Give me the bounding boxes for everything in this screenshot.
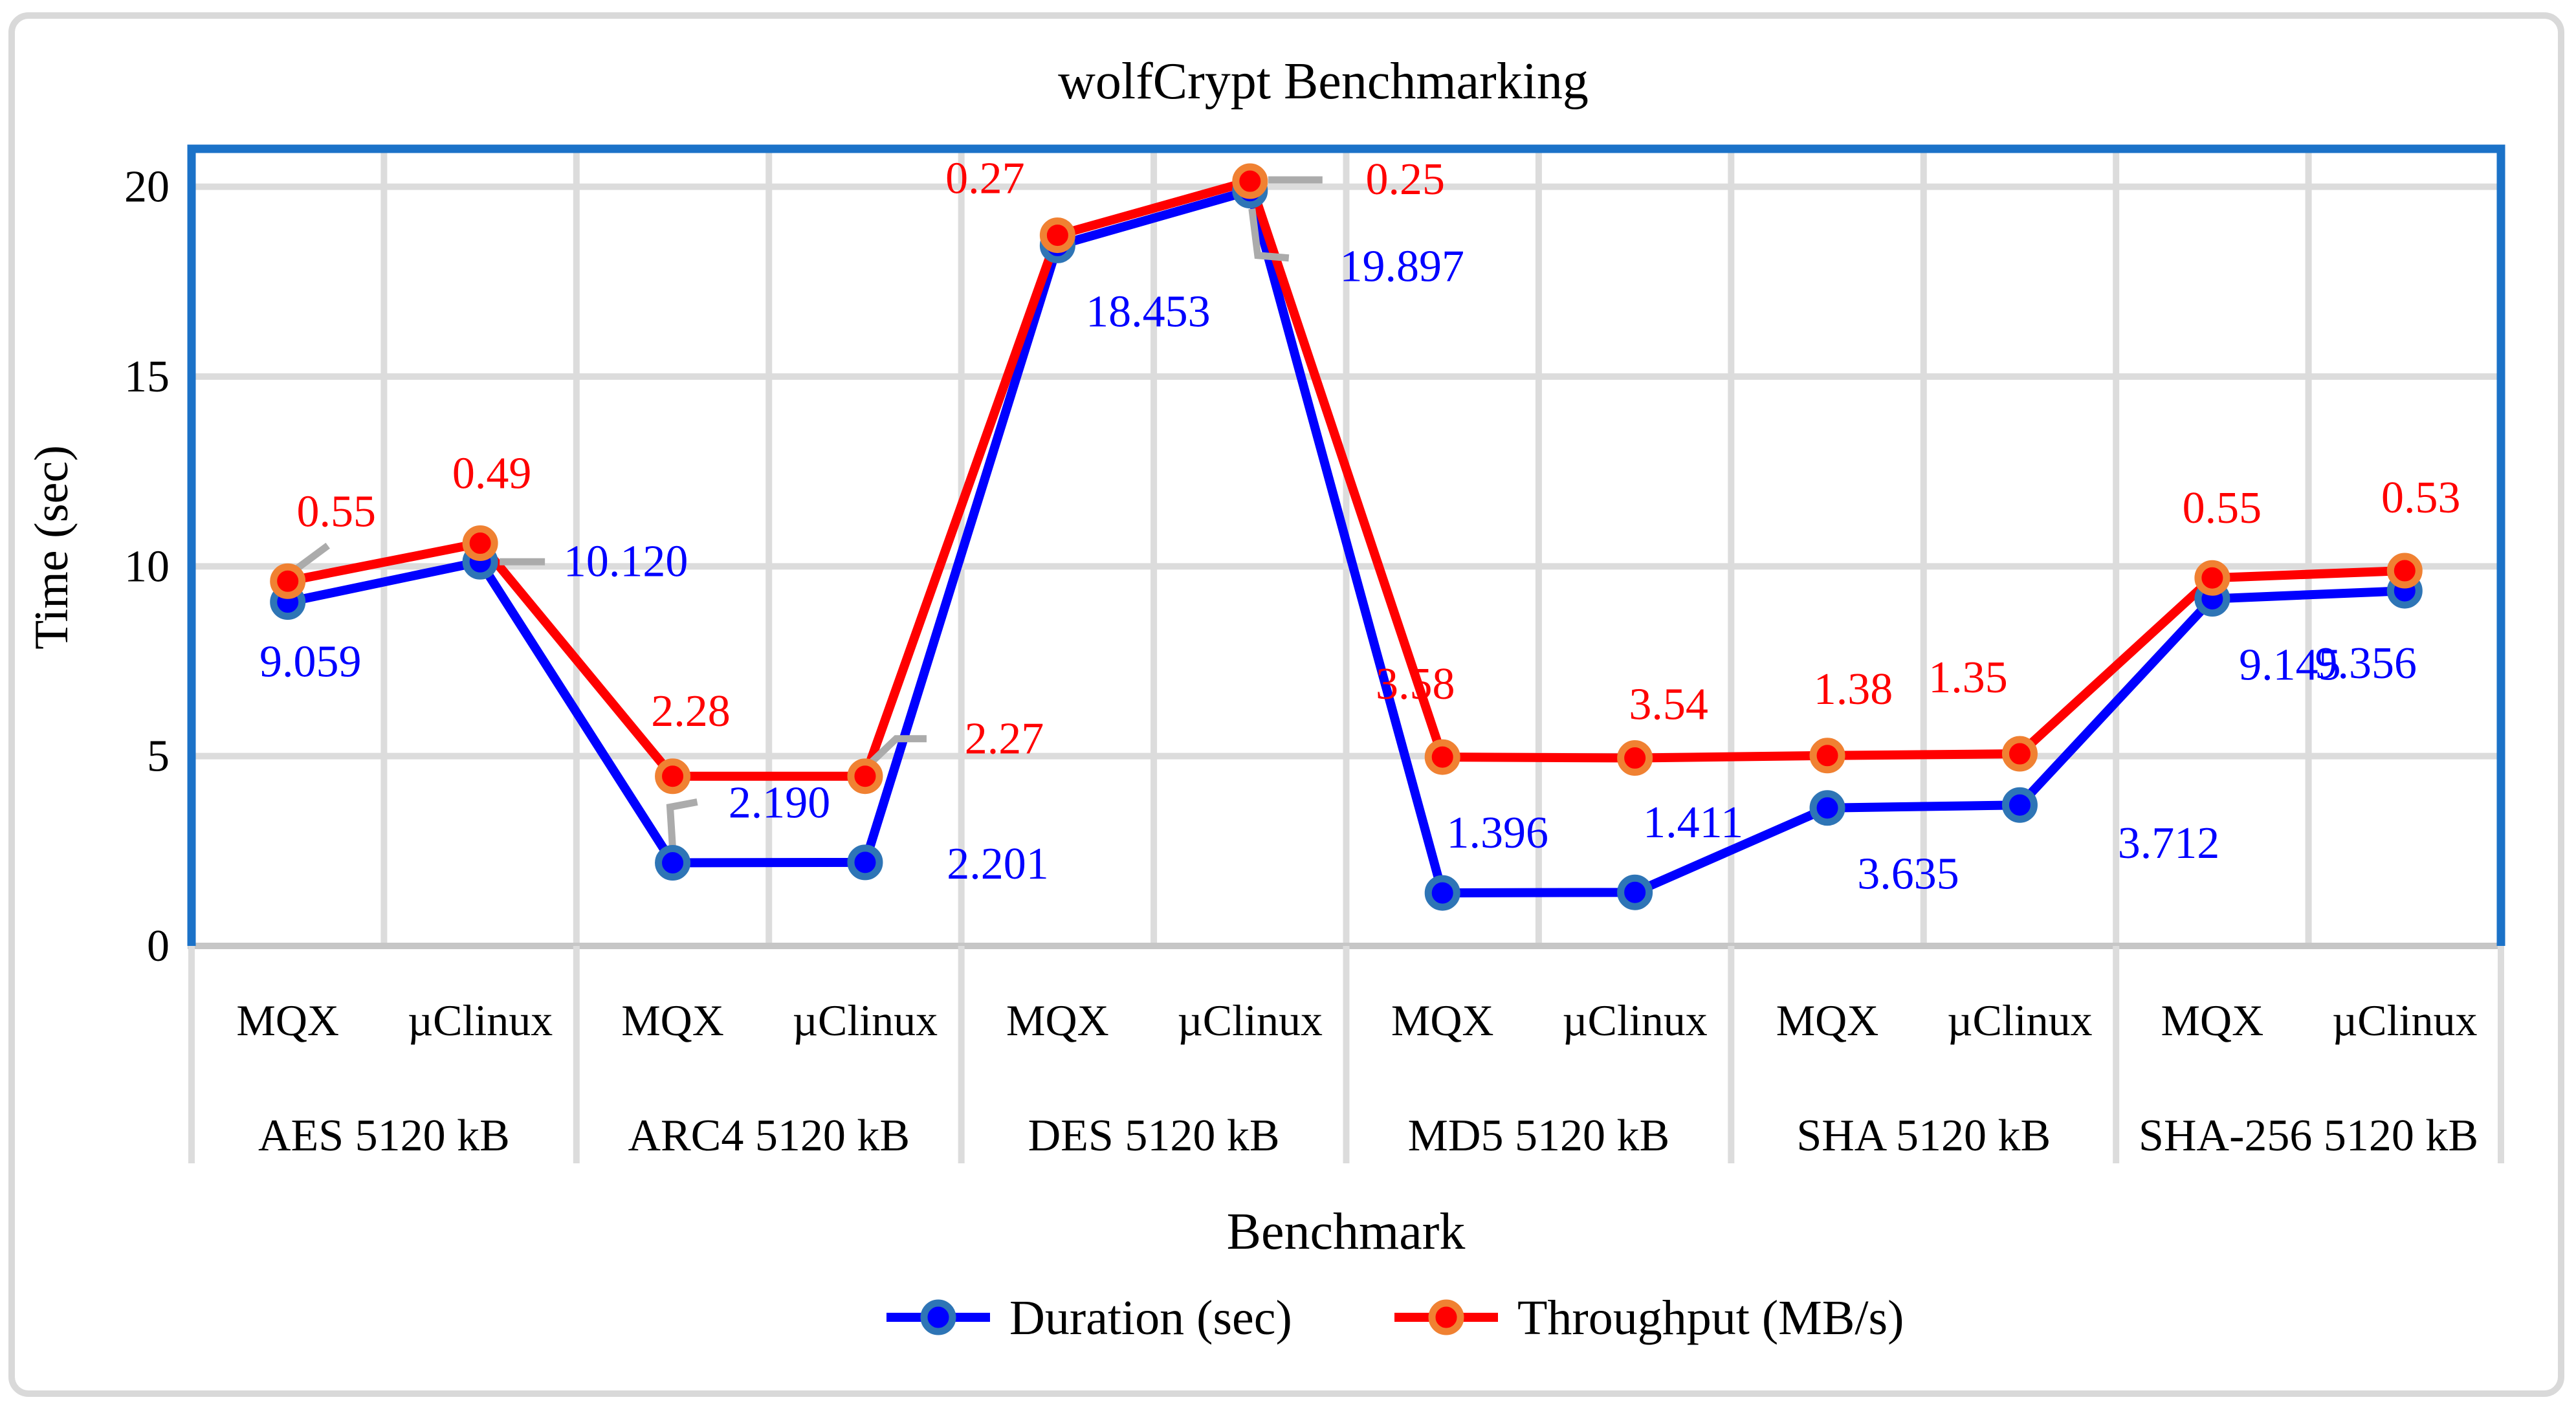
duration-series-line <box>287 186 2405 898</box>
duration-marker <box>1424 875 1460 911</box>
benchmark-group-label: AES 5120 kB <box>258 1111 510 1161</box>
figure-border <box>8 12 2564 1397</box>
duration-data-label: 9.145 <box>2239 640 2341 690</box>
throughput-data-label: 2.27 <box>965 714 1044 764</box>
duration-data-label: 18.453 <box>1086 287 1211 336</box>
benchmark-group-label: SHA 5120 kB <box>1796 1111 2051 1161</box>
throughput-marker <box>2001 736 2038 772</box>
duration-data-label: 2.201 <box>947 839 1049 889</box>
throughput-marker <box>847 758 883 795</box>
duration-data-label: 3.635 <box>1857 850 1959 899</box>
category-separators <box>188 946 2504 1163</box>
throughput-data-label: 0.55 <box>2183 483 2262 533</box>
duration-marker <box>1809 790 1845 826</box>
os-label: MQX <box>236 996 339 1045</box>
duration-data-label: 1.396 <box>1446 808 1548 858</box>
throughput-marker <box>1617 740 1653 776</box>
y-axis-title: Time (sec) <box>25 445 78 650</box>
throughput-marker <box>1039 217 1075 254</box>
y-tick-labels: 0 5 10 15 20 <box>124 162 170 971</box>
data-label-leader <box>666 798 698 849</box>
duration-data-label: 2.190 <box>729 778 831 828</box>
duration-marker <box>1617 874 1653 910</box>
y-tick-label: 15 <box>124 352 170 402</box>
legend-marker <box>1428 1299 1464 1335</box>
os-label: MQX <box>1006 996 1109 1045</box>
y-tick-label: 0 <box>147 921 170 971</box>
series-markers <box>270 163 2423 911</box>
duration-data-label: 9.059 <box>259 637 362 687</box>
plot-border <box>187 144 2505 946</box>
data-labels: 9.059 10.120 2.190 2.201 18.453 19.897 1.396 1.… <box>259 154 2461 899</box>
duration-data-label: 19.897 <box>1340 242 1465 292</box>
data-label-leader <box>1248 208 1290 262</box>
throughput-data-label: 3.58 <box>1376 659 1455 709</box>
duration-data-label: 10.120 <box>564 536 688 586</box>
throughput-data-label: 3.54 <box>1629 680 1708 730</box>
y-tick-label: 20 <box>124 162 170 212</box>
throughput-series-line <box>287 177 2405 781</box>
benchmark-group-label: DES 5120 kB <box>1028 1111 1280 1161</box>
duration-data-label: 3.712 <box>2118 818 2220 868</box>
os-label: µClinux <box>1947 996 2092 1045</box>
throughput-marker <box>1424 739 1460 775</box>
os-label: µClinux <box>408 996 553 1045</box>
chart-title: wolfCrypt Benchmarking <box>1058 53 1589 110</box>
legend-marker <box>920 1299 956 1335</box>
legend-item-throughput: Throughput (MB/s) <box>1394 1291 1904 1345</box>
data-label-leader <box>868 735 927 766</box>
os-label: µClinux <box>1562 996 1707 1045</box>
benchmark-group-label: SHA-256 5120 kB <box>2139 1111 2478 1161</box>
legend: Duration (sec) Throughput (MB/s) <box>886 1291 1904 1345</box>
gridlines <box>192 149 2501 946</box>
y-tick-label: 10 <box>124 542 170 591</box>
subcategory-labels: MQX µClinux MQX µClinux MQX µClinux MQX µClinux… <box>236 996 2477 1045</box>
throughput-data-label: 0.27 <box>945 154 1025 204</box>
throughput-data-label: 0.49 <box>452 449 532 499</box>
duration-data-label: 9.356 <box>2315 639 2417 688</box>
throughput-marker <box>270 563 306 599</box>
os-label: µClinux <box>793 996 938 1045</box>
legend-label: Duration (sec) <box>1009 1291 1292 1345</box>
throughput-data-label: 2.28 <box>651 686 731 736</box>
y-tick-label: 5 <box>147 732 170 782</box>
data-label-leader <box>293 542 330 573</box>
throughput-marker <box>1232 163 1268 199</box>
os-label: MQX <box>2161 996 2264 1045</box>
benchmark-group-label: ARC4 5120 kB <box>628 1111 910 1161</box>
os-label: MQX <box>1776 996 1879 1045</box>
label-leader-lines <box>293 176 1323 849</box>
throughput-data-label: 1.38 <box>1814 664 1893 714</box>
duration-marker <box>2001 787 2038 823</box>
legend-item-duration: Duration (sec) <box>886 1291 1292 1345</box>
throughput-marker <box>2386 553 2423 589</box>
duration-data-label: 1.411 <box>1643 798 1743 848</box>
throughput-marker <box>655 758 691 795</box>
throughput-data-label: 0.25 <box>1366 155 1446 204</box>
throughput-marker <box>462 525 498 562</box>
os-label: MQX <box>1391 996 1494 1045</box>
duration-marker <box>847 844 883 881</box>
benchmark-group-label: MD5 5120 kB <box>1408 1111 1669 1161</box>
throughput-data-label: 1.35 <box>1928 653 2008 703</box>
group-labels: AES 5120 kB ARC4 5120 kB DES 5120 kB MD5 51… <box>258 1111 2478 1161</box>
os-label: MQX <box>621 996 724 1045</box>
throughput-data-label: 0.53 <box>2381 473 2461 523</box>
legend-label: Throughput (MB/s) <box>1517 1291 1904 1345</box>
duration-marker <box>655 845 691 881</box>
os-label: µClinux <box>2332 996 2477 1045</box>
os-label: µClinux <box>1178 996 1323 1045</box>
x-axis-title: Benchmark <box>1227 1203 1466 1260</box>
throughput-data-label: 0.55 <box>296 487 376 536</box>
throughput-marker <box>1809 738 1845 774</box>
throughput-marker <box>2194 560 2230 596</box>
